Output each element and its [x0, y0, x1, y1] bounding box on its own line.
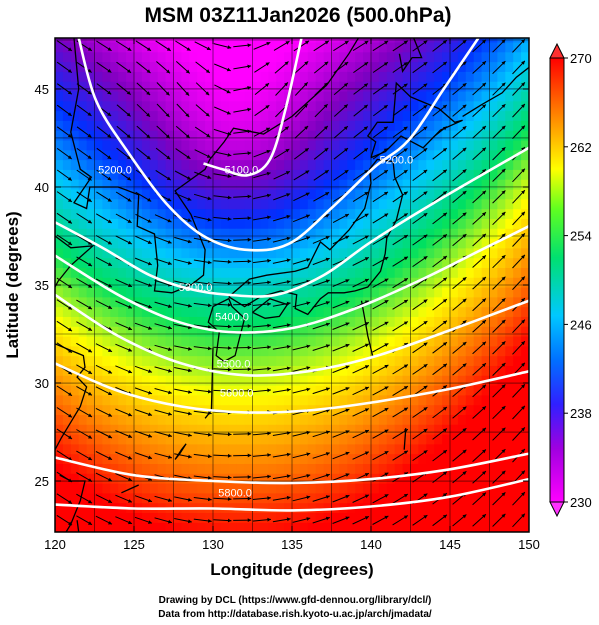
colorbar-gradient — [549, 57, 565, 503]
x-tick-135: 135 — [281, 537, 303, 552]
x-tick-120: 120 — [44, 537, 66, 552]
x-tick-145: 145 — [439, 537, 461, 552]
contour-5400 — [55, 225, 529, 334]
y-axis-ticks: 25 30 35 40 45 — [35, 82, 529, 489]
colorbar-extend-top — [549, 42, 565, 59]
y-tick-25: 25 — [35, 474, 49, 489]
colorbar-ticks: 230 238 246 254 262 270 — [564, 51, 592, 510]
colorbar-tick-254: 254 — [570, 229, 592, 244]
credit-drawing: Drawing by DCL (https://www.gfd-dennou.o… — [159, 595, 432, 606]
contour-label-5200-b: 5200.0 — [379, 155, 413, 167]
x-tick-125: 125 — [123, 537, 145, 552]
contour-label-5200: 5200.0 — [98, 164, 132, 176]
lat-lon-grid — [55, 38, 529, 532]
y-tick-30: 30 — [35, 376, 49, 391]
wind-vectors — [56, 38, 526, 528]
colorbar: 230 238 246 254 262 270 — [549, 42, 592, 518]
colorbar-extend-bottom — [549, 501, 565, 518]
x-axis-ticks: 120 125 130 135 140 145 150 — [44, 38, 540, 552]
contour-5800 — [55, 477, 529, 512]
colorbar-tick-238: 238 — [570, 406, 592, 421]
contour-label-5500: 5500.0 — [217, 358, 251, 370]
contour-label-5100: 5100.0 — [225, 164, 259, 176]
contour-labels: 5100.0 5200.0 5200.0 5300.0 5400.0 5500.0 5600… — [98, 155, 413, 500]
x-tick-150: 150 — [518, 537, 540, 552]
contour-5700 — [55, 452, 529, 485]
y-tick-40: 40 — [35, 180, 49, 195]
contour-5500 — [55, 293, 529, 377]
contour-5600 — [55, 362, 529, 414]
height-contours — [55, 38, 529, 512]
colorbar-tick-262: 262 — [570, 140, 592, 155]
y-axis-label: Latitude (degrees) — [3, 211, 22, 358]
plot-area: 5100.0 5200.0 5200.0 5300.0 5400.0 5500.0 5600… — [55, 38, 529, 532]
colorbar-tick-270: 270 — [570, 51, 592, 66]
y-tick-45: 45 — [35, 82, 49, 97]
contour-5100 — [203, 38, 303, 177]
contour-5300 — [55, 146, 529, 298]
contour-label-5400: 5400.0 — [215, 311, 249, 323]
x-tick-130: 130 — [202, 537, 224, 552]
x-tick-140: 140 — [360, 537, 382, 552]
y-tick-35: 35 — [35, 278, 49, 293]
credit-data: Data from http://database.rish.kyoto-u.a… — [158, 609, 432, 620]
contour-label-5300: 5300.0 — [179, 282, 213, 294]
chart-title: MSM 03Z11Jan2026 (500.0hPa) — [144, 4, 451, 27]
contour-label-5600: 5600.0 — [220, 388, 254, 400]
contour-5200 — [77, 38, 480, 252]
temperature-field — [55, 38, 529, 532]
contour-label-5800: 5800.0 — [218, 488, 252, 500]
colorbar-tick-230: 230 — [570, 495, 592, 510]
colorbar-tick-246: 246 — [570, 317, 592, 332]
x-axis-label: Longitude (degrees) — [210, 560, 373, 579]
